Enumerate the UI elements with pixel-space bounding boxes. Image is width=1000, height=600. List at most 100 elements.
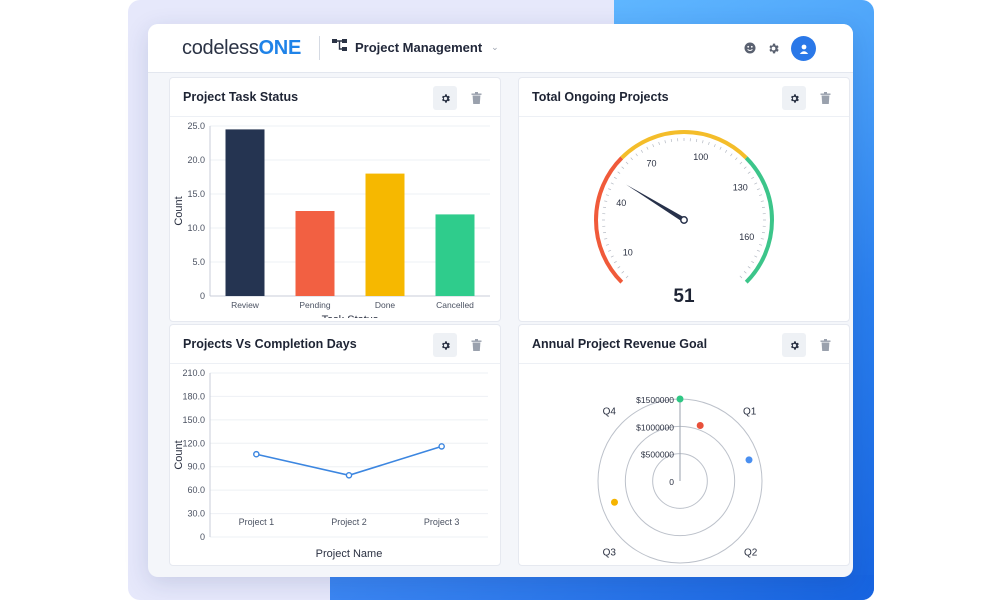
y-tick-label: 20.0 — [187, 155, 205, 165]
card-delete-button[interactable] — [813, 333, 837, 357]
card-settings-button[interactable] — [433, 333, 457, 357]
card-delete-button[interactable] — [464, 86, 488, 110]
gauge-tick — [713, 144, 716, 148]
y-axis-title: Count — [173, 440, 185, 469]
trash-icon — [471, 92, 481, 104]
card-title: Project Task Status — [183, 90, 299, 104]
data-point — [345, 472, 353, 479]
gauge-tick — [617, 171, 621, 174]
gauge-tick — [605, 244, 609, 246]
user-icon — [799, 44, 808, 54]
user-avatar[interactable] — [791, 36, 816, 61]
gauge-tick — [613, 260, 617, 264]
project-tree-icon — [332, 39, 348, 55]
gear-icon — [441, 340, 450, 350]
card-completion-days: Projects Vs Completion Days 0 30.0 60.0 90.… — [169, 324, 501, 566]
gauge-tick — [608, 249, 612, 252]
gauge-tick — [730, 153, 733, 157]
gauge-tick-label: 130 — [733, 183, 748, 193]
y-tick-label: 90.0 — [187, 462, 205, 472]
card-divider — [170, 363, 500, 364]
bar-done — [365, 173, 405, 296]
gauge-tick — [724, 149, 728, 153]
app-logo[interactable]: codelessONE — [182, 37, 301, 60]
gauge-band-0 — [594, 156, 624, 284]
y-tick-label: 60.0 — [187, 485, 205, 495]
gauge-tick — [617, 266, 621, 269]
gauge-pivot — [680, 216, 688, 224]
project-name: Project Management — [355, 39, 483, 55]
top-bar: codelessONE Project Management ⌄ — [148, 24, 853, 73]
gauge-tick — [751, 176, 755, 180]
gauge-tick — [739, 275, 743, 279]
gauge-tick — [604, 238, 608, 240]
gauge-value: 51 — [673, 286, 695, 307]
gauge-tick — [613, 176, 617, 180]
logo-text-one: ONE — [258, 37, 302, 59]
y-tick-label: 10.0 — [187, 223, 205, 233]
y-tick-label: 150.0 — [182, 415, 205, 425]
gauge-tick — [625, 161, 629, 165]
x-tick-label: Project 2 — [331, 517, 367, 527]
card-settings-button[interactable] — [433, 86, 457, 110]
card-divider — [519, 363, 849, 364]
data-point — [438, 443, 445, 450]
gauge-tick — [621, 271, 625, 274]
smile-icon[interactable] — [740, 38, 760, 58]
polar-chart: 0 $500000 $1000000 $1500000 Q1 Q2 Q3 Q4 — [597, 395, 763, 564]
x-axis-title: Task Status — [322, 314, 379, 318]
data-point — [253, 450, 260, 458]
polar-point-q3 — [676, 395, 684, 403]
card-divider — [519, 116, 849, 117]
y-tick-label: 25.0 — [187, 121, 205, 131]
gauge-tick — [604, 200, 608, 202]
x-tick-label: Project 3 — [424, 517, 460, 527]
gauge-tick — [719, 146, 722, 150]
card-settings-button[interactable] — [782, 333, 806, 357]
card-title: Projects Vs Completion Days — [183, 337, 357, 351]
bar-review — [225, 129, 265, 296]
gauge-tick — [702, 140, 704, 144]
gauge-tick — [739, 161, 743, 165]
bar-cancelled — [435, 214, 475, 296]
line-chart: 0 30.0 60.0 90.0 120.0 150.0 180.0 210.0 Project… — [173, 368, 488, 560]
gauge-tick — [743, 166, 747, 169]
y-tick-label: 30.0 — [187, 509, 205, 519]
project-selector[interactable]: Project Management ⌄ — [332, 39, 499, 55]
gauge-tick — [664, 140, 666, 144]
gauge-band-1 — [620, 130, 748, 160]
gauge-band-2 — [744, 156, 774, 284]
card-title: Annual Project Revenue Goal — [532, 337, 708, 351]
gauge-needle — [626, 184, 686, 223]
x-tick-label: Review — [231, 300, 260, 310]
gauge-tick — [756, 188, 760, 191]
gear-icon — [790, 93, 799, 103]
polar-ring-label: $1000000 — [636, 422, 674, 432]
polar-point-q2 — [745, 456, 753, 464]
card-divider — [170, 116, 500, 117]
trash-icon — [820, 339, 830, 351]
card-delete-button[interactable] — [464, 333, 488, 357]
x-tick-label: Done — [375, 300, 396, 310]
gauge-tick — [610, 182, 614, 185]
gauge-tick — [635, 153, 638, 157]
bar-pending — [295, 211, 335, 296]
y-tick-label: 15.0 — [187, 189, 205, 199]
card-settings-button[interactable] — [782, 86, 806, 110]
x-axis-title: Project Name — [316, 548, 383, 560]
y-axis-title: Count — [173, 196, 185, 225]
card-delete-button[interactable] — [813, 86, 837, 110]
gear-icon — [441, 93, 450, 103]
card-ongoing-projects: Total Ongoing Projects 10 40 70 100 130 160 51 — [518, 77, 850, 322]
gauge-tick-label: 160 — [739, 232, 754, 242]
y-tick-label: 120.0 — [182, 438, 205, 448]
polar-point-q4 — [610, 498, 618, 506]
polar-ring-label: $1500000 — [636, 395, 674, 405]
polar-category-label: Q2 — [744, 548, 758, 559]
logo-text-codeless: codeless — [182, 37, 259, 59]
gauge-chart: 10 40 70 100 130 160 51 — [594, 130, 774, 307]
trash-icon — [471, 339, 481, 351]
x-tick-label: Cancelled — [436, 300, 474, 310]
gear-icon[interactable] — [763, 38, 783, 58]
gauge-tick — [610, 255, 614, 258]
